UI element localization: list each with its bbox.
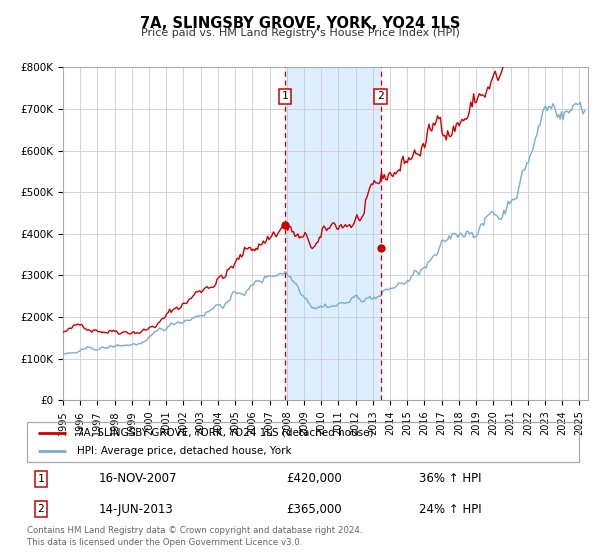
Text: 36% ↑ HPI: 36% ↑ HPI (419, 472, 481, 486)
Text: £420,000: £420,000 (286, 472, 342, 486)
Text: 2: 2 (377, 91, 384, 101)
Bar (285, 67, 380, 400)
Text: 1: 1 (281, 91, 288, 101)
Text: 7A, SLINGSBY GROVE, YORK, YO24 1LS (detached house): 7A, SLINGSBY GROVE, YORK, YO24 1LS (deta… (77, 428, 373, 437)
Text: HPI: Average price, detached house, York: HPI: Average price, detached house, York (77, 446, 292, 456)
Text: 1: 1 (37, 474, 44, 484)
Text: 14-JUN-2013: 14-JUN-2013 (99, 502, 173, 516)
Text: 16-NOV-2007: 16-NOV-2007 (99, 472, 177, 486)
Text: 2: 2 (37, 504, 44, 514)
Text: 24% ↑ HPI: 24% ↑ HPI (419, 502, 482, 516)
Text: This data is licensed under the Open Government Licence v3.0.: This data is licensed under the Open Gov… (27, 538, 302, 547)
Text: Contains HM Land Registry data © Crown copyright and database right 2024.: Contains HM Land Registry data © Crown c… (27, 526, 362, 535)
Text: £365,000: £365,000 (286, 502, 342, 516)
Text: 7A, SLINGSBY GROVE, YORK, YO24 1LS: 7A, SLINGSBY GROVE, YORK, YO24 1LS (140, 16, 460, 31)
Text: Price paid vs. HM Land Registry's House Price Index (HPI): Price paid vs. HM Land Registry's House … (140, 28, 460, 38)
